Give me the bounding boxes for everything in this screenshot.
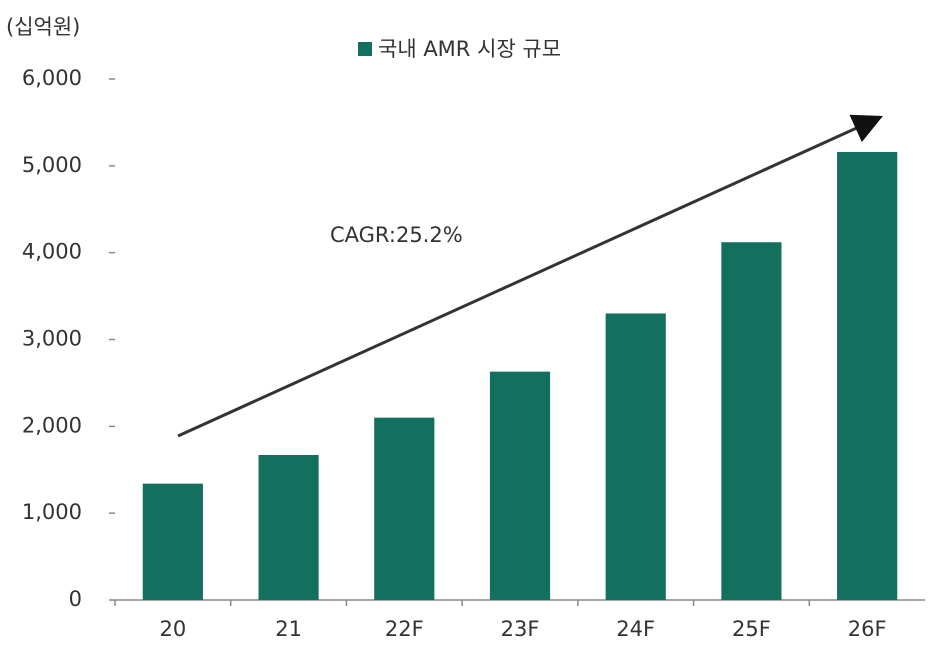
y-tick-label: 1,000 — [22, 500, 82, 524]
x-tick-label: 23F — [501, 617, 540, 641]
bar — [605, 313, 666, 600]
y-tick-label: 3,000 — [22, 327, 82, 351]
x-tick-label: 25F — [732, 617, 771, 641]
x-tick-label: 21 — [275, 617, 302, 641]
legend-swatch — [358, 42, 372, 56]
bar — [374, 417, 435, 600]
bar — [258, 454, 319, 600]
x-tick-label: 26F — [848, 617, 887, 641]
y-tick-label: 5,000 — [22, 153, 82, 177]
bar — [489, 371, 551, 600]
x-tick-label: 20 — [159, 617, 186, 641]
y-tick-label: 2,000 — [22, 413, 82, 437]
x-tick-label: 22F — [385, 617, 424, 641]
trend-arrow — [177, 114, 883, 438]
unit-label: (십억원) — [6, 15, 80, 39]
bar — [142, 483, 203, 600]
y-tick-label: 4,000 — [22, 240, 82, 264]
bar — [721, 242, 782, 600]
y-tick-label: 6,000 — [22, 66, 82, 90]
x-tick-label: 24F — [616, 617, 655, 641]
y-tick-label: 0 — [69, 587, 82, 611]
bar — [837, 151, 898, 600]
annotation: CAGR:25.2% — [330, 223, 463, 247]
legend-label: 국내 AMR 시장 규모 — [378, 37, 561, 61]
